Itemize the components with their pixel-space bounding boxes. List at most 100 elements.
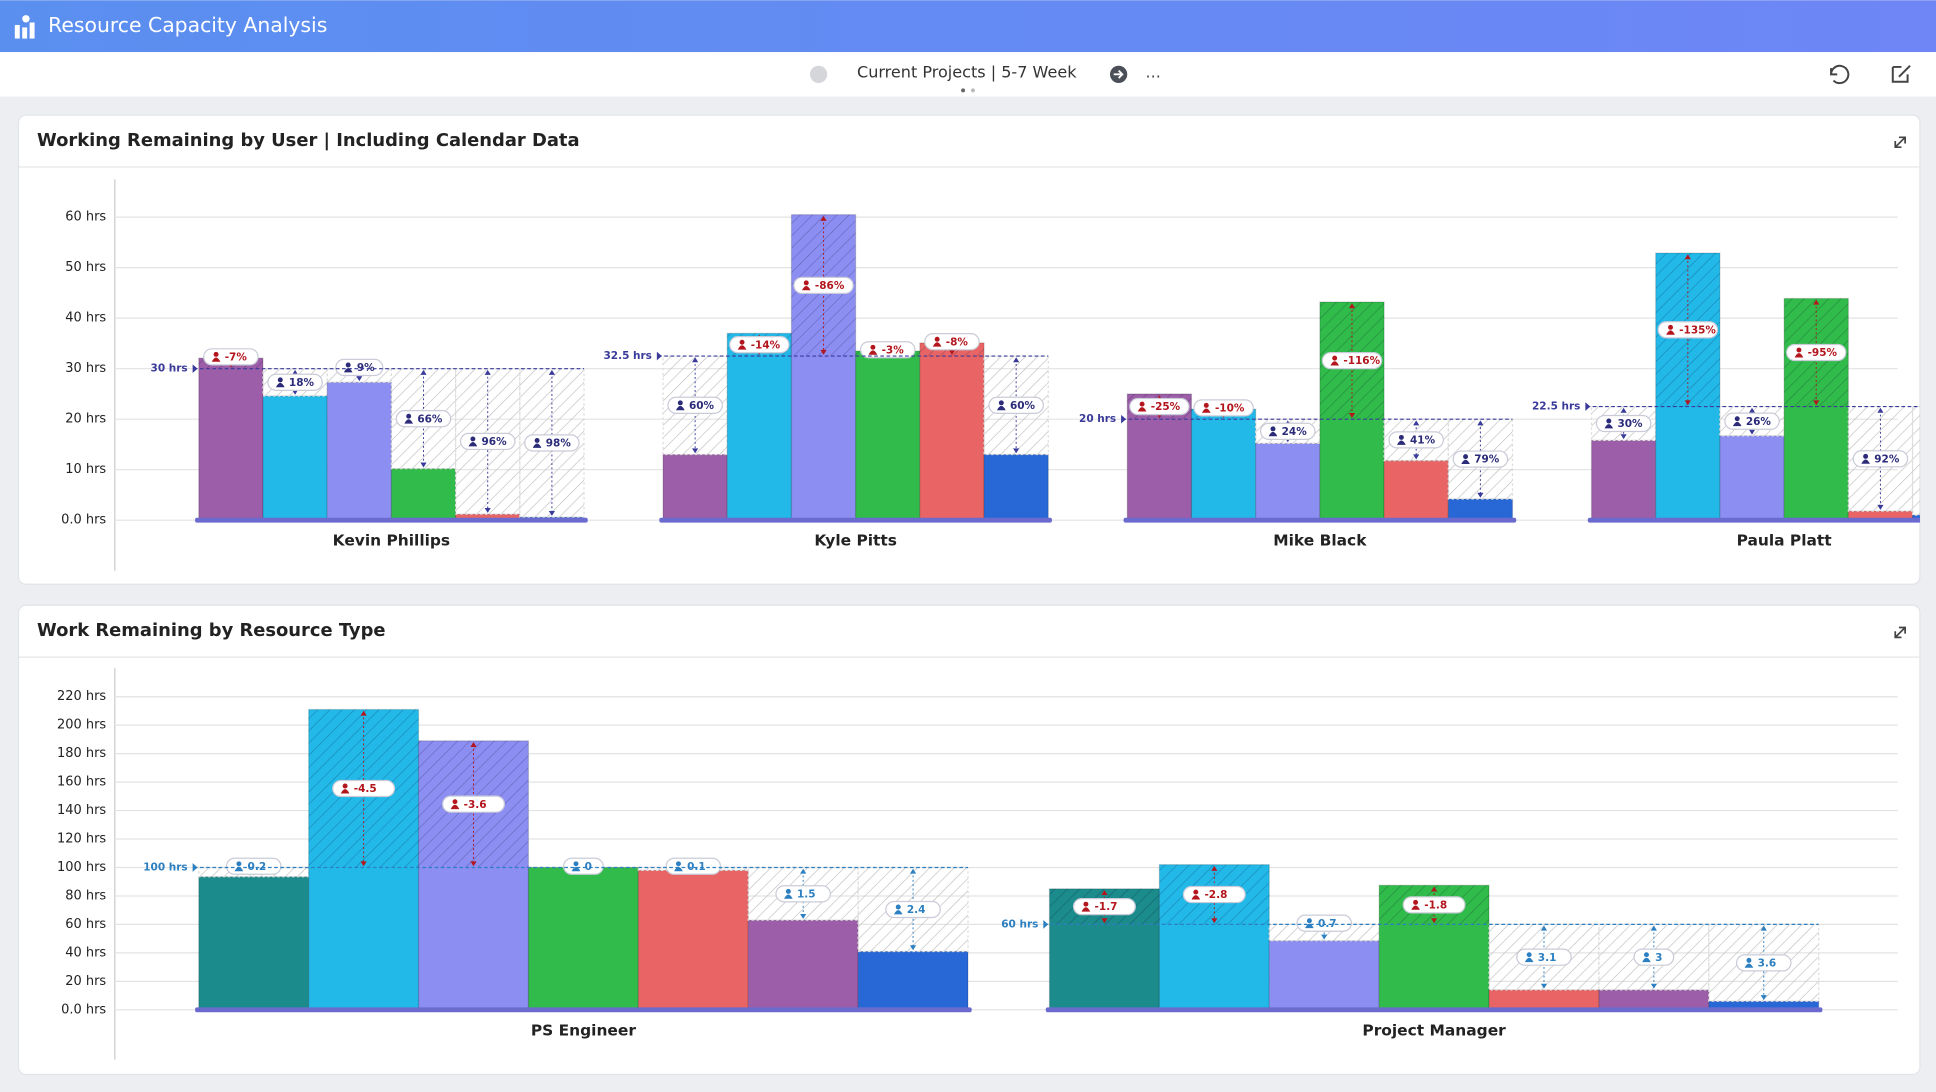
badge-label: 3: [1655, 952, 1662, 964]
capacity-label: 60 hrs: [1001, 918, 1038, 930]
badge-icon: [1397, 440, 1406, 445]
badge-icon: [345, 362, 351, 368]
chart-title: Work Remaining by Resource Type: [37, 620, 386, 641]
badge-icon: [1332, 355, 1338, 361]
badge-label: 79%: [1474, 454, 1500, 466]
badge-icon: [675, 861, 681, 867]
capacity-marker: [192, 364, 198, 374]
bar: [1268, 940, 1380, 1011]
badge-label: 2.4: [907, 904, 926, 916]
expand-button[interactable]: [1894, 626, 1906, 639]
badge-label: -4.5: [354, 783, 377, 795]
y-tick-label: 60 hrs: [65, 917, 106, 932]
badge-icon: [1270, 426, 1276, 432]
refresh-button[interactable]: [1830, 64, 1850, 85]
badge-icon: [468, 442, 478, 447]
capacity-marker: [192, 863, 198, 872]
badge-bg: [563, 857, 604, 875]
badge-icon: [213, 351, 219, 357]
x-category-label: Mike Black: [1273, 532, 1367, 550]
badge-bg: [1633, 948, 1675, 966]
badge-icon: [532, 443, 542, 448]
badge-icon: [277, 377, 283, 383]
capacity-label: 32.5 hrs: [604, 350, 652, 362]
badge-label: -3.6: [464, 799, 487, 811]
badge-icon: [1734, 416, 1740, 422]
plot: 0.0 hrs 20 hrs 40 hrs 60 hrs 80 hrs 100 hrs 12…: [57, 668, 1898, 1060]
badge-icon: [236, 861, 242, 867]
prev-button[interactable]: [809, 65, 828, 83]
capacity-label: 100 hrs: [143, 861, 187, 873]
y-tick-label: 20 hrs: [65, 974, 106, 989]
badge-icon: [1604, 424, 1614, 429]
badge-icon: [275, 382, 285, 388]
bar: [527, 866, 639, 1011]
badge-label: 30%: [1617, 418, 1643, 430]
badge-icon: [1398, 434, 1404, 440]
more-button[interactable]: ...: [1146, 63, 1161, 82]
badge-label: 60%: [1010, 400, 1036, 412]
y-tick-label: 120 hrs: [57, 832, 106, 847]
badge-icon: [1193, 889, 1199, 895]
badge-label: -3%: [882, 344, 905, 356]
badge-label: 0.2: [248, 861, 267, 873]
capacity-marker: [1585, 402, 1591, 411]
badge-label: 60%: [689, 400, 715, 412]
badge-icon: [997, 405, 1006, 411]
badge-icon: [1203, 402, 1209, 408]
badge-icon: [1191, 895, 1201, 900]
badge-icon: [406, 413, 412, 419]
x-category-label: Kevin Phillips: [333, 532, 450, 550]
badge-icon: [1081, 907, 1091, 912]
bar: [390, 468, 457, 521]
badge-icon: [1668, 324, 1674, 330]
badge-icon: [1861, 459, 1870, 464]
badge-icon: [1794, 353, 1804, 358]
edit-button[interactable]: [1891, 65, 1911, 83]
bar: [262, 395, 328, 521]
bar: [1488, 989, 1600, 1011]
badge-label: 98%: [546, 438, 572, 450]
badge-icon: [534, 437, 540, 443]
badge-label: 26%: [1746, 416, 1772, 428]
badge-icon: [1137, 407, 1147, 412]
badge-icon: [452, 799, 458, 805]
chart-title: Working Remaining by User | Including Ca…: [37, 130, 580, 151]
badge-label: -14%: [751, 339, 781, 351]
y-tick-label: 80 hrs: [65, 888, 106, 903]
remaining-area: [1911, 405, 1920, 516]
badge-label: 92%: [1874, 453, 1900, 465]
badge-icon: [1463, 454, 1469, 460]
badge-icon: [1524, 957, 1534, 963]
badge-icon: [1643, 952, 1649, 958]
bar: [726, 332, 793, 521]
y-tick-label: 160 hrs: [57, 775, 106, 790]
y-tick-label: 220 hrs: [57, 689, 106, 704]
badge-icon: [737, 345, 747, 350]
badge-icon: [1083, 901, 1089, 907]
expand-button[interactable]: [1894, 136, 1906, 149]
group-base: [1587, 517, 1920, 523]
y-tick-label: 60 hrs: [65, 210, 106, 225]
capacity-label: 22.5 hrs: [1532, 401, 1580, 413]
badge-label: -25%: [1151, 401, 1181, 413]
x-category-label: Project Manager: [1362, 1021, 1506, 1039]
capacity-label: 30 hrs: [151, 363, 188, 375]
y-tick-label: 200 hrs: [57, 718, 106, 733]
badge-label: 3.1: [1538, 952, 1557, 964]
badge-icon: [211, 357, 221, 362]
x-category-label: Paula Platt: [1737, 532, 1833, 550]
badge-icon: [675, 405, 685, 411]
y-tick-label: 30 hrs: [65, 361, 106, 376]
badge-label: -7%: [225, 351, 248, 363]
badge-icon: [1413, 899, 1419, 905]
bar: [1719, 435, 1785, 521]
y-tick-label: 10 hrs: [65, 462, 106, 477]
badge-icon: [342, 783, 348, 789]
bar: [983, 453, 1049, 521]
bar: [747, 919, 859, 1011]
badge-icon: [1606, 418, 1612, 424]
badge-icon: [1306, 918, 1312, 924]
